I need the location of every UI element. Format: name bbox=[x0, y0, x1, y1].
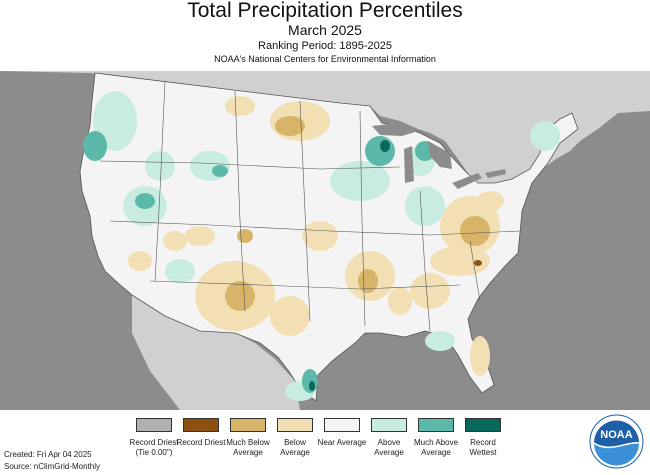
legend-label: Near Average bbox=[317, 438, 367, 447]
ranking-period: Ranking Period: 1895-2025 bbox=[258, 40, 392, 52]
legend-label: Record Driest bbox=[176, 438, 226, 447]
much-below-average-areas bbox=[225, 116, 490, 311]
record-wettest-areas bbox=[309, 140, 390, 391]
legend-swatch bbox=[371, 418, 407, 432]
legend-swatch bbox=[136, 418, 172, 432]
legend-swatch bbox=[465, 418, 501, 432]
legend-record-wettest: Record Wettest bbox=[457, 418, 509, 458]
legend-label: Above Average bbox=[374, 438, 404, 457]
created-date: Created: Fri Apr 04 2025 bbox=[4, 450, 92, 459]
agency-credit: NOAA's National Centers for Environmenta… bbox=[214, 54, 436, 64]
mexico-land bbox=[132, 295, 300, 410]
noaa-logo-text: NOAA bbox=[600, 429, 632, 441]
legend-label: Record Driest (Tie 0.00") bbox=[129, 438, 179, 457]
legend-swatch bbox=[418, 418, 454, 432]
above-average-areas bbox=[93, 91, 560, 401]
legend-record-driest: Record Driest bbox=[175, 418, 227, 448]
legend-swatch bbox=[183, 418, 219, 432]
legend-record-driest-tie: Record Driest (Tie 0.00") bbox=[128, 418, 180, 458]
legend-below-average: Below Average bbox=[269, 418, 321, 458]
legend-label: Much Above Average bbox=[413, 438, 459, 457]
legend-label: Record Wettest bbox=[469, 438, 497, 457]
legend-much-below-average: Much Below Average bbox=[222, 418, 274, 458]
noaa-logo-icon: NOAA bbox=[589, 414, 644, 469]
legend-label: Below Average bbox=[280, 438, 310, 457]
legend-label: Much Below Average bbox=[226, 438, 270, 457]
map-subtitle: March 2025 bbox=[288, 22, 362, 38]
great-lakes bbox=[372, 123, 506, 189]
legend-much-above-average: Much Above Average bbox=[410, 418, 462, 458]
legend-swatch bbox=[324, 418, 360, 432]
data-source: Source: nClimGrid-Monthly bbox=[4, 462, 101, 471]
legend-near-average: Near Average bbox=[316, 418, 368, 448]
record-driest-areas bbox=[474, 260, 482, 266]
canada-land bbox=[0, 71, 650, 193]
legend-swatch bbox=[277, 418, 313, 432]
map-title: Total Precipitation Percentiles bbox=[187, 0, 463, 22]
precipitation-map bbox=[0, 71, 650, 410]
legend-above-average: Above Average bbox=[363, 418, 415, 458]
state-boundaries bbox=[99, 80, 521, 332]
legend-swatch bbox=[230, 418, 266, 432]
